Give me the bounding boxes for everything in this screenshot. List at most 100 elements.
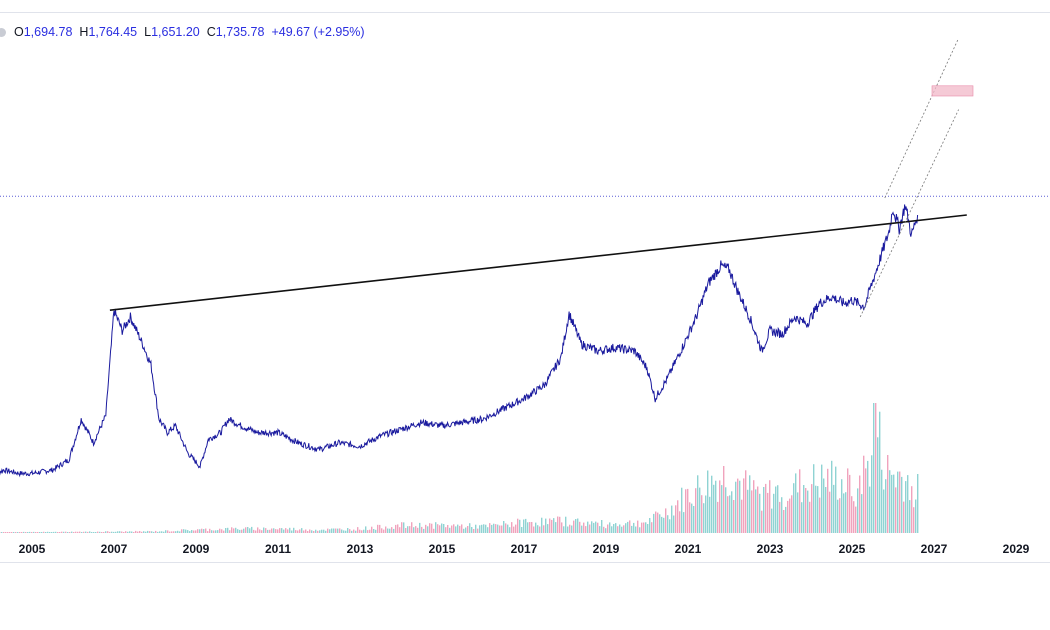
volume-bar (513, 526, 515, 533)
volume-bar (891, 474, 893, 533)
volume-bar (477, 528, 479, 533)
volume-bar (601, 520, 603, 533)
volume-bar (217, 530, 219, 533)
volume-bar (813, 464, 815, 533)
volume-bar (493, 523, 495, 533)
volume-bar (653, 513, 655, 533)
volume-bar (305, 529, 307, 533)
volume-bar (421, 526, 423, 533)
volume-bar (147, 530, 149, 533)
legend-toggle-icon[interactable] (0, 27, 6, 37)
target-zone-box[interactable] (931, 85, 974, 97)
volume-bar (347, 528, 349, 533)
volume-bar (837, 499, 839, 533)
volume-bar (611, 526, 613, 533)
volume-bar (775, 486, 777, 533)
volume-bar (847, 468, 849, 533)
volume-bar (885, 479, 887, 533)
volume-bar (475, 524, 477, 533)
volume-bars (0, 403, 919, 533)
volume-bar (329, 529, 331, 533)
volume-bar (159, 531, 161, 533)
volume-bar (267, 529, 269, 533)
volume-bar (723, 466, 725, 533)
volume-bar (481, 524, 483, 533)
volume-bar (295, 530, 297, 533)
volume-bar (913, 507, 915, 533)
volume-bar (257, 527, 259, 533)
volume-bar (183, 529, 185, 533)
volume-bar (293, 527, 295, 533)
volume-bar (735, 481, 737, 533)
channel-lower-line[interactable] (859, 109, 959, 318)
volume-bar (515, 524, 517, 533)
volume-bar (423, 528, 425, 533)
volume-bar (561, 522, 563, 533)
volume-bar (563, 526, 565, 533)
volume-bar (575, 519, 577, 533)
low-readout: L1,651.20 (144, 25, 200, 39)
volume-bar (251, 526, 253, 533)
volume-bar (117, 531, 119, 533)
volume-bar (519, 519, 521, 533)
volume-bar (535, 522, 537, 533)
trendline-drawing[interactable] (109, 214, 967, 311)
x-tick-label: 2009 (183, 542, 210, 556)
volume-bar (47, 531, 49, 533)
volume-bar (663, 517, 665, 533)
volume-bar (285, 528, 287, 533)
open-readout: O1,694.78 (14, 25, 73, 39)
volume-bar (363, 529, 365, 533)
volume-bar (51, 532, 53, 533)
volume-bar (355, 530, 357, 533)
volume-bar (77, 531, 79, 533)
volume-bar (685, 489, 687, 533)
volume-bar (537, 525, 539, 533)
volume-bar (263, 527, 265, 533)
volume-bar (877, 437, 879, 533)
volume-bar (369, 529, 371, 533)
volume-bar (889, 470, 891, 533)
volume-bar (587, 521, 589, 533)
volume-bar (447, 525, 449, 533)
x-tick-label: 2021 (675, 542, 702, 556)
volume-bar (419, 522, 421, 533)
volume-bar (79, 531, 81, 533)
volume-bar (429, 523, 431, 533)
volume-bar (697, 475, 699, 533)
volume-bar (127, 531, 129, 533)
volume-bar (439, 525, 441, 533)
volume-bar (327, 528, 329, 533)
volume-bar (869, 486, 871, 533)
volume-bar (199, 529, 201, 533)
volume-bar (771, 508, 773, 533)
volume-bar (357, 527, 359, 533)
volume-bar (483, 524, 485, 533)
volume-bar (49, 532, 51, 533)
volume-bar (531, 522, 533, 533)
channel-upper-line[interactable] (884, 38, 959, 199)
volume-bar (393, 528, 395, 533)
volume-bar (525, 518, 527, 533)
volume-bar (405, 528, 407, 533)
volume-bar (87, 531, 89, 533)
volume-bar (863, 455, 865, 533)
volume-bar (401, 522, 403, 533)
volume-bar (823, 478, 825, 533)
volume-bar (509, 527, 511, 533)
volume-bar (3, 532, 5, 533)
volume-bar (705, 495, 707, 533)
volume-bar (861, 494, 863, 533)
volume-bar (551, 519, 553, 533)
volume-bar (171, 531, 173, 533)
volume-bar (479, 525, 481, 533)
volume-bar (521, 527, 523, 533)
volume-bar (909, 500, 911, 533)
volume-bar (111, 531, 113, 533)
volume-bar (583, 522, 585, 533)
volume-bar (623, 525, 625, 533)
volume-bar (299, 529, 301, 533)
volume-bar (213, 530, 215, 533)
volume-bar (779, 501, 781, 533)
